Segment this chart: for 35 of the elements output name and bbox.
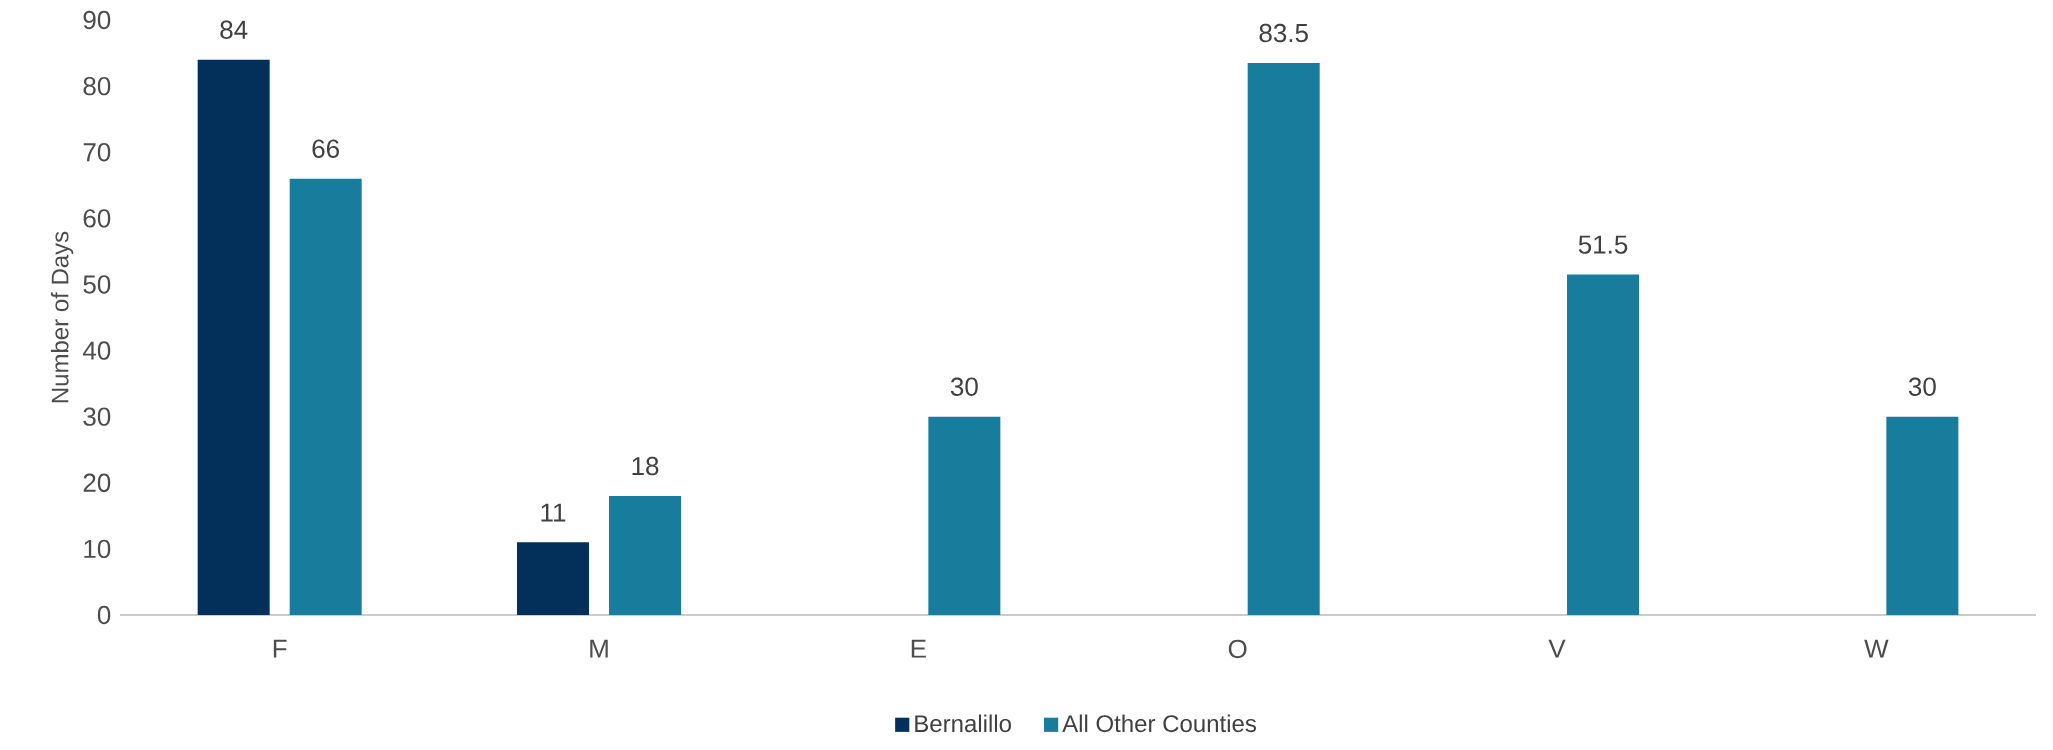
bar [289,178,362,615]
data-label: 83.5 [1259,23,1308,43]
data-label: 84 [220,20,248,39]
x-tick-label: W [1864,639,1889,658]
data-label: 51.5 [1578,235,1628,254]
y-tick-label: 60 [83,209,111,228]
x-tick-label: F [273,639,287,658]
bar [197,59,270,615]
y-tick-label: 30 [83,407,111,426]
y-tick-label: 50 [83,275,111,294]
y-tick-label: 80 [83,76,111,96]
y-tick-label: 10 [84,539,111,559]
x-tick-label: E [911,639,926,658]
y-tick-label: 70 [83,143,111,162]
legend-label: Bernalillo [915,714,1011,733]
bar [1886,416,1959,615]
x-tick-label: O [1228,639,1247,659]
y-tick-label: 40 [82,341,111,360]
y-tick-label: 0 [97,605,111,625]
y-axis-title: Number of Days [50,231,74,403]
data-label: 30 [1908,377,1936,396]
x-tick-label: V [1548,639,1566,658]
bar [928,416,1001,615]
y-tick-label: 20 [83,473,111,492]
bar [517,542,590,615]
bar [609,496,682,615]
x-tick-label: M [590,639,608,658]
data-label: 18 [632,456,659,476]
data-label: 11 [541,503,566,522]
y-tick-label: 90 [83,10,111,30]
data-label: 66 [312,139,339,158]
data-label: 30 [950,377,978,396]
bar [1567,274,1640,615]
bar [1247,62,1320,615]
legend-label: All Other Counties [1062,714,1256,733]
